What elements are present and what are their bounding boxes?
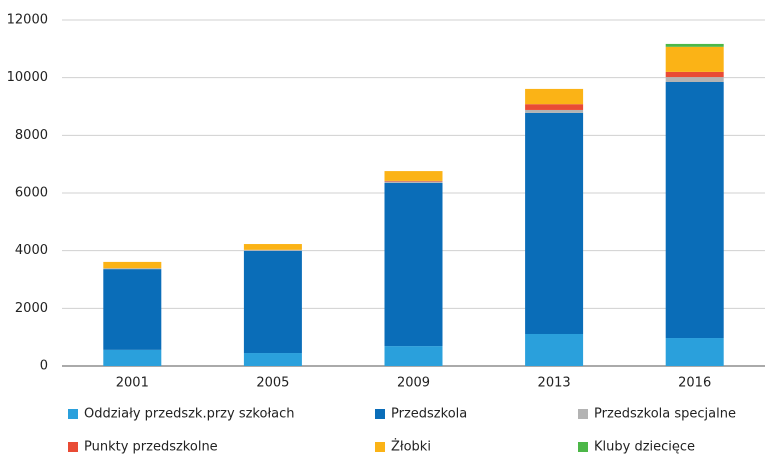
legend-swatch — [68, 409, 78, 419]
bar-segment — [243, 250, 302, 354]
bar-segment — [665, 338, 724, 366]
bar-segment — [384, 182, 443, 347]
bar-segment — [525, 88, 584, 105]
bar-segment — [103, 268, 162, 270]
legend-swatch — [375, 442, 385, 452]
x-tick-label: 2013 — [538, 376, 571, 391]
bar-segment — [243, 249, 302, 251]
bar-segment — [384, 180, 443, 182]
legend-swatch — [578, 409, 588, 419]
legend-label: Punkty przedszkolne — [84, 440, 218, 454]
bar-segment — [103, 269, 162, 350]
bar-segment — [384, 181, 443, 183]
legend-swatch — [578, 442, 588, 452]
y-tick-label: 12000 — [7, 13, 48, 28]
legend-swatch — [375, 409, 385, 419]
x-tick-label: 2009 — [397, 376, 430, 391]
y-tick-label: 8000 — [15, 128, 48, 143]
bar-segment — [243, 353, 302, 366]
y-tick-label: 0 — [40, 359, 48, 374]
bar-segment — [525, 109, 584, 113]
y-tick-label: 2000 — [15, 301, 48, 316]
legend-label: Przedszkola specjalne — [594, 407, 736, 422]
y-tick-label: 4000 — [15, 243, 48, 258]
legend-label: Kluby dziecięce — [594, 440, 695, 454]
bar-segment — [525, 333, 584, 366]
legend-swatch — [68, 442, 78, 452]
bar-segment — [665, 77, 724, 82]
x-tick-label: 2001 — [116, 376, 149, 391]
bar-segment — [665, 71, 724, 78]
bar-segment — [103, 349, 162, 366]
bar-segment — [384, 171, 443, 181]
bar-segment — [384, 346, 443, 366]
x-tick-label: 2016 — [678, 376, 711, 391]
bar-segment — [103, 261, 162, 269]
bar-segment — [665, 46, 724, 72]
legend-label: Oddziały przedszk.przy szkołach — [84, 407, 295, 422]
legend-label: Przedszkola — [391, 407, 467, 422]
y-tick-label: 6000 — [15, 186, 48, 201]
bar-segment — [665, 81, 724, 339]
bar-segment — [525, 112, 584, 334]
bar-segment — [243, 244, 302, 250]
legend-label: Żłobki — [391, 439, 431, 454]
bar-segment — [525, 104, 584, 110]
x-tick-label: 2005 — [256, 376, 289, 391]
bar-segment — [665, 43, 724, 47]
y-tick-label: 10000 — [7, 70, 48, 85]
